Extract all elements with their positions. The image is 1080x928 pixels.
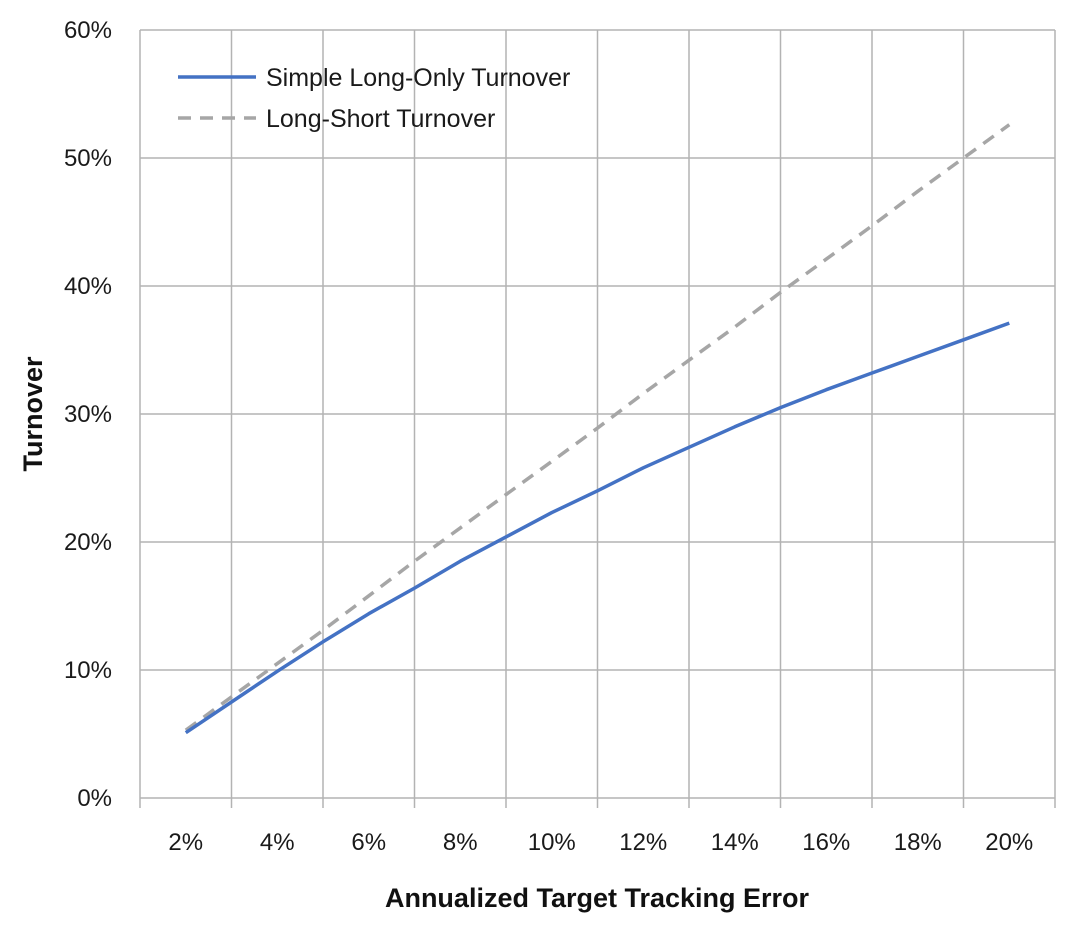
y-tick-label: 40% [64,273,112,300]
y-tick-label: 20% [64,529,112,556]
x-tick-label: 12% [619,829,667,856]
x-axis-ticks: 2% 4% 6% 8% 10% 12% 14% 16% 18% 20% [168,829,1033,856]
gridlines [139,29,1056,808]
y-tick-label: 50% [64,145,112,172]
y-tick-label: 10% [64,657,112,684]
x-tick-label: 18% [894,829,942,856]
y-tick-label: 0% [77,785,112,812]
y-tick-label: 30% [64,401,112,428]
y-axis-ticks: 0% 10% 20% 30% 40% 50% 60% [64,17,112,812]
legend: Simple Long-Only Turnover Long-Short Turn… [178,64,570,133]
series-line-2 [184,123,1011,732]
legend-label-1: Simple Long-Only Turnover [266,64,570,92]
series-line-1 [184,321,1010,735]
x-tick-label: 16% [802,829,850,856]
x-tick-label: 10% [528,829,576,856]
x-tick-label: 8% [443,829,478,856]
x-axis-title: Annualized Target Tracking Error [385,883,810,913]
x-tick-label: 2% [168,829,203,856]
legend-label-2: Long-Short Turnover [266,105,495,133]
x-tick-label: 6% [351,829,386,856]
x-tick-label: 20% [985,829,1033,856]
x-tick-label: 14% [711,829,759,856]
series-lines [184,123,1011,735]
y-axis-title: Turnover [18,356,48,472]
x-tick-label: 4% [260,829,295,856]
y-tick-label: 60% [64,17,112,44]
